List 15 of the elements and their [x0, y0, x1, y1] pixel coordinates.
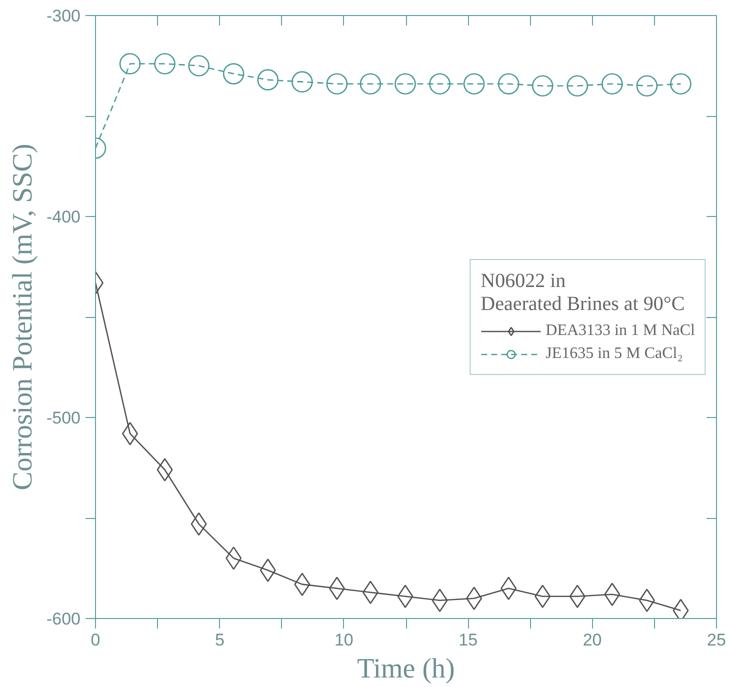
y-tick-label: -600	[46, 610, 81, 628]
legend-title: N06022 in Deaerated Brines at 90°C	[480, 270, 686, 316]
x-tick-label: 0	[90, 630, 100, 650]
legend-label: JE1635 in 5 M CaCl₂	[546, 344, 683, 362]
x-axis-title: Time (h)	[357, 654, 455, 684]
x-tick-label: 10	[334, 630, 354, 650]
y-axis-title: Corrosion Potential (mV, SSC)	[7, 144, 38, 490]
legend-label: DEA3133 in 1 M NaCl	[546, 322, 695, 340]
x-tick-label: 15	[458, 630, 478, 650]
x-tick-label: 5	[214, 630, 224, 650]
x-tick-label: 25	[707, 630, 726, 650]
y-tick-label: -500	[46, 408, 81, 428]
y-tick-label: -300	[46, 6, 81, 26]
y-tick-label: -400	[46, 208, 81, 226]
x-tick-label: 20	[582, 630, 602, 650]
